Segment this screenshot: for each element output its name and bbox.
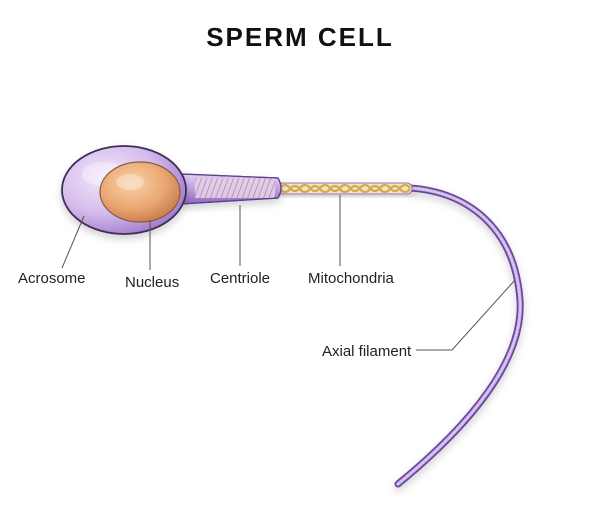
- label-mitochondria: Mitochondria: [308, 270, 394, 287]
- label-acrosome: Acrosome: [18, 270, 86, 287]
- label-centriole: Centriole: [210, 270, 270, 287]
- label-nucleus: Nucleus: [125, 274, 179, 291]
- diagram-stage: SPERM CELL: [0, 0, 600, 522]
- leader-acrosome: [62, 216, 84, 268]
- sperm-cell-svg: [0, 0, 600, 522]
- axial-filament: [398, 188, 520, 484]
- mitochondria: [278, 183, 412, 194]
- nucleus: [100, 162, 180, 222]
- leader-axial-filament: [416, 280, 515, 350]
- label-axial-filament: Axial filament: [322, 343, 411, 360]
- centriole: [182, 174, 281, 204]
